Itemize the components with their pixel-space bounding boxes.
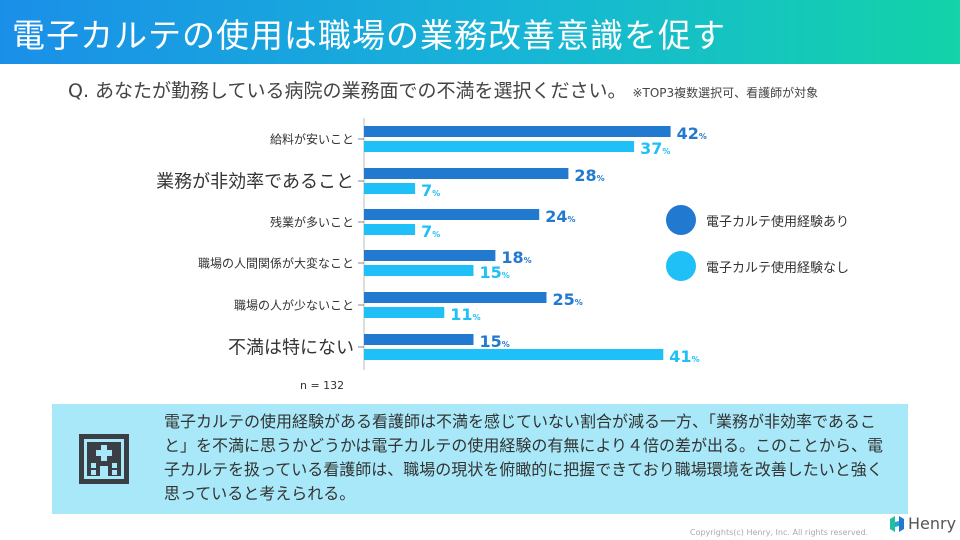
page-title: 電子カルテの使用は職場の業務改善意識を促す [12,16,726,55]
copyright-notice: Copyrights(c) Henry, Inc. All rights res… [690,528,869,537]
bar [364,292,547,303]
category-label: 業務が非効率であること [156,171,354,192]
data-label: 37% [640,139,670,158]
bar [364,250,496,261]
data-label: 7% [421,181,440,200]
data-label: 7% [421,222,440,241]
data-label-unit: % [567,215,575,224]
conclusion-callout: 電子カルテの使用経験がある看護師は不満を感じていない割合が減る一方、「業務が非効… [52,404,908,514]
bar [364,334,474,345]
data-label: 25% [553,290,583,309]
bar [364,224,416,235]
data-label: 42% [677,124,707,143]
legend-item-without-emr: 電子カルテ使用経験なし [666,251,849,281]
data-label-unit: % [432,230,440,239]
category-label: 職場の人が少ないこと [234,297,354,312]
hospital-icon [79,434,129,484]
brand-name: Henry [908,514,957,533]
brand-logo: Henry [890,514,956,533]
data-label: 15% [480,332,510,351]
legend-swatch-with-emr [666,205,696,235]
bar [364,126,671,137]
category-label: 残業が多いこと [270,214,354,229]
bar [364,141,635,152]
data-label-unit: % [662,147,670,156]
bar-chart: 給料が安いこと 42% 37% 業務が非効率であること 28% 7% 残業が多いこと 24% 7… [156,118,707,370]
category-label: 職場の人間関係が大変なこと [198,255,354,270]
data-label: 18% [501,248,531,267]
data-label-unit: % [502,271,510,280]
data-label-unit: % [473,313,481,322]
data-label-unit: % [432,189,440,198]
data-label-unit: % [524,256,532,265]
data-label: 11% [450,305,480,324]
chart-legend: 電子カルテ使用経験あり 電子カルテ使用経験なし [666,205,849,297]
bar [364,183,416,194]
data-label-unit: % [597,174,605,183]
legend-swatch-without-emr [666,251,696,281]
question-note: ※TOP3複数選択可、看護師が対象 [632,86,819,100]
category-label: 給料が安いこと [270,131,354,146]
data-label: 24% [545,207,575,226]
category-label: 不満は特にない [228,337,354,358]
data-label-unit: % [692,355,700,364]
bar [364,209,540,220]
bar [364,265,474,276]
legend-label-with-emr: 電子カルテ使用経験あり [706,214,850,230]
bar [364,307,445,318]
data-label: 41% [669,347,699,366]
callout-text: 電子カルテの使用経験がある看護師は不満を感じていない割合が減る一方、「業務が非効… [164,412,884,503]
header-banner: 電子カルテの使用は職場の業務改善意識を促す [0,0,960,64]
legend-label-without-emr: 電子カルテ使用経験なし [706,260,850,276]
data-label: 28% [574,166,604,185]
data-label-unit: % [575,298,583,307]
data-label-unit: % [699,132,707,141]
bar [364,168,569,179]
question-text: Q. あなたが勤務している病院の業務面での不満を選択ください。 [68,80,627,102]
data-label-unit: % [502,340,510,349]
legend-item-with-emr: 電子カルテ使用経験あり [666,205,849,235]
survey-question: Q. あなたが勤務している病院の業務面での不満を選択ください。 ※TOP3複数選択… [68,76,818,103]
bar [364,349,664,360]
sample-size: n = 132 [300,379,345,392]
henry-logo-icon [890,515,904,532]
